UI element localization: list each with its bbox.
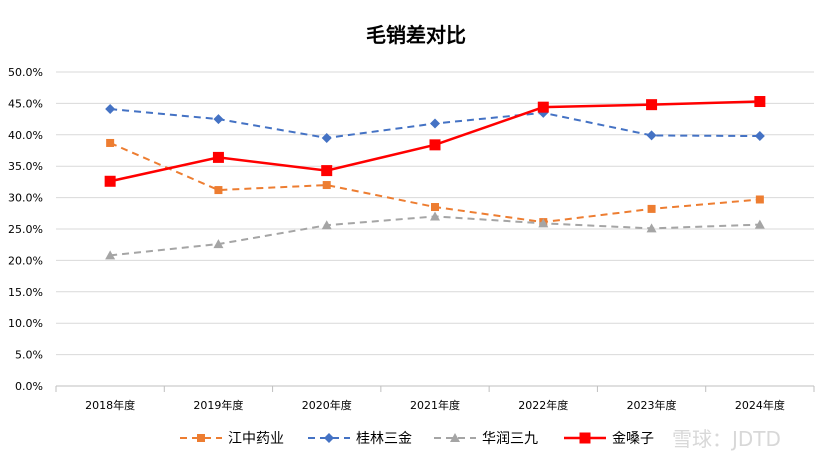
- data-point: [430, 118, 440, 129]
- legend-marker: [450, 433, 460, 442]
- data-point: [213, 239, 224, 249]
- data-point: [321, 132, 332, 143]
- legend-label: 江中药业: [228, 431, 284, 447]
- legend-label: 华润三九: [482, 431, 538, 447]
- legend-item: 江中药业: [180, 431, 284, 447]
- y-tick-label: 10.0%: [8, 317, 43, 330]
- y-tick-label: 25.0%: [8, 223, 43, 236]
- legend-label: 桂林三金: [356, 431, 412, 447]
- legend-item: 华润三九: [434, 431, 538, 447]
- data-point: [754, 219, 765, 229]
- data-point: [429, 139, 441, 151]
- data-point: [646, 99, 658, 111]
- data-point: [106, 138, 115, 147]
- data-point: [105, 250, 116, 260]
- data-point: [538, 218, 549, 228]
- y-tick-label: 35.0%: [8, 160, 43, 173]
- data-point: [105, 104, 116, 115]
- series-2: [105, 211, 765, 260]
- y-tick-label: 45.0%: [8, 97, 43, 110]
- y-axis-ticks: 0.0% 5.0% 10.0% 15.0% 20.0% 25.0% 30.0% 35.0% 40…: [8, 66, 43, 393]
- x-tick-label: 2023年度: [627, 398, 677, 412]
- y-tick-label: 50.0%: [8, 66, 43, 79]
- data-point: [430, 211, 440, 221]
- data-point: [646, 130, 657, 141]
- data-point: [646, 223, 657, 233]
- legend-label: 金嗓子: [612, 431, 654, 447]
- legend: 江中药业 桂林三金 华润三九 金嗓子: [180, 431, 654, 447]
- data-point: [754, 131, 765, 142]
- data-point: [321, 165, 333, 177]
- x-tick-label: 2020年度: [302, 398, 352, 412]
- data-point: [754, 96, 766, 108]
- x-tick-label: 2024年度: [735, 398, 785, 412]
- x-axis-ticks: 2018年度 2019年度 2020年度 2021年度 2022年度 2023年度 2024…: [55, 386, 815, 412]
- series-line: [110, 215, 760, 257]
- x-tick-label: 2018年度: [85, 398, 135, 412]
- data-point: [214, 186, 223, 195]
- series-3: [104, 96, 766, 187]
- x-tick-label: 2021年度: [410, 398, 460, 412]
- legend-marker: [197, 434, 205, 442]
- data-point: [537, 101, 549, 113]
- legend-marker: [579, 432, 591, 444]
- y-tick-label: 0.0%: [15, 380, 43, 393]
- chart-title: 毛销差对比: [366, 23, 466, 47]
- y-tick-label: 5.0%: [15, 349, 43, 362]
- data-point: [431, 203, 439, 212]
- x-tick-label: 2019年度: [193, 398, 243, 412]
- y-tick-label: 20.0%: [8, 254, 43, 267]
- y-tick-label: 30.0%: [8, 192, 43, 205]
- y-tick-label: 15.0%: [8, 286, 43, 299]
- data-point: [322, 181, 331, 190]
- data-point: [321, 220, 332, 230]
- legend-marker: [324, 433, 334, 443]
- data-point: [104, 175, 116, 187]
- x-tick-label: 2022年度: [518, 398, 568, 412]
- watermark: 雪球：JDTD: [672, 427, 781, 451]
- data-point: [755, 195, 764, 204]
- y-tick-label: 40.0%: [8, 129, 43, 142]
- series-1: [105, 104, 765, 143]
- data-point: [647, 204, 656, 213]
- legend-item: 金嗓子: [564, 431, 654, 447]
- series-layer: [104, 96, 766, 260]
- legend-item: 桂林三金: [308, 431, 412, 447]
- data-point: [212, 151, 224, 163]
- data-point: [213, 114, 224, 125]
